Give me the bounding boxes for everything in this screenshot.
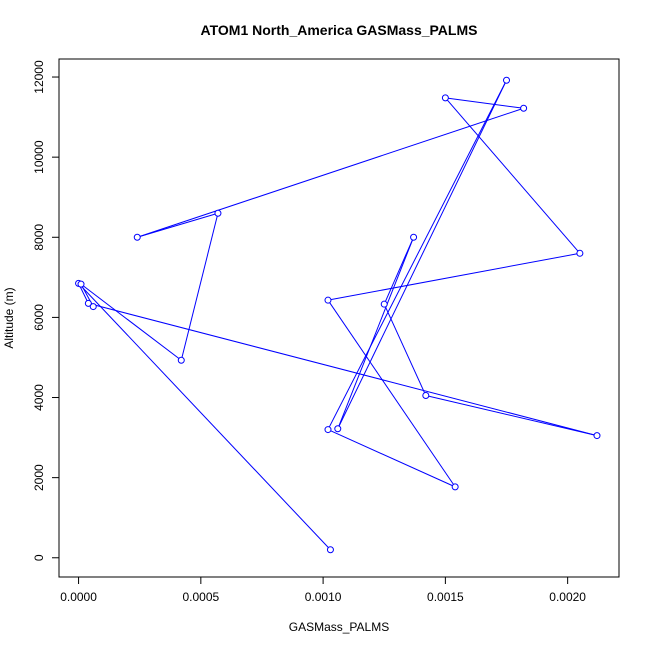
data-point bbox=[410, 233, 418, 241]
series-segment bbox=[327, 80, 507, 430]
series-segment bbox=[444, 97, 581, 254]
series-segment bbox=[78, 283, 331, 551]
data-point bbox=[214, 209, 222, 217]
series-segment bbox=[80, 283, 182, 361]
data-point bbox=[326, 546, 334, 554]
x-axis: 0.0000 0.0005 0.0010 0.0015 0.0020 bbox=[60, 577, 586, 604]
data-point bbox=[324, 426, 332, 434]
x-tick-label: 0.0015 bbox=[427, 590, 464, 604]
series-segment bbox=[137, 212, 219, 238]
chart-title: ATOM1 North_America GASMass_PALMS bbox=[201, 22, 478, 38]
data-point bbox=[451, 483, 459, 491]
series-segment bbox=[445, 97, 524, 109]
data-point bbox=[89, 303, 97, 311]
data-point bbox=[177, 356, 185, 364]
y-tick-label: 0 bbox=[32, 554, 46, 561]
series-segment bbox=[327, 299, 456, 488]
series-layer bbox=[75, 76, 601, 554]
x-tick-label: 0.0000 bbox=[60, 590, 97, 604]
data-point bbox=[441, 94, 449, 102]
y-tick-label: 4000 bbox=[32, 384, 46, 411]
y-axis-label: Altitude (m) bbox=[2, 287, 16, 348]
series-segment bbox=[337, 237, 415, 429]
y-tick-label: 12000 bbox=[32, 60, 46, 94]
data-point bbox=[133, 233, 141, 241]
data-point bbox=[503, 76, 511, 84]
y-tick-label: 2000 bbox=[32, 464, 46, 491]
plot-frame bbox=[58, 58, 620, 578]
data-point bbox=[324, 296, 332, 304]
x-tick-label: 0.0020 bbox=[549, 590, 586, 604]
x-tick-label: 0.0005 bbox=[182, 590, 219, 604]
y-axis: 0 2000 4000 6000 8000 10000 12000 bbox=[32, 60, 59, 561]
x-axis-label: GASMass_PALMS bbox=[289, 620, 389, 634]
series-segment bbox=[337, 80, 507, 429]
data-point bbox=[77, 280, 85, 288]
data-point bbox=[593, 432, 601, 440]
series-segment bbox=[327, 429, 456, 488]
data-point bbox=[84, 299, 92, 307]
y-tick-label: 8000 bbox=[32, 224, 46, 251]
y-tick-label: 10000 bbox=[32, 140, 46, 174]
series-segment bbox=[137, 107, 524, 238]
data-point bbox=[520, 104, 528, 112]
x-tick-label: 0.0010 bbox=[305, 590, 342, 604]
data-point bbox=[576, 249, 584, 257]
series-segment bbox=[327, 252, 580, 301]
data-point bbox=[334, 425, 342, 433]
y-tick-label: 6000 bbox=[32, 304, 46, 331]
data-point bbox=[422, 392, 430, 400]
data-point bbox=[380, 300, 388, 308]
series-segment bbox=[88, 302, 598, 437]
series-segment bbox=[425, 395, 598, 437]
series-segment bbox=[180, 213, 219, 361]
